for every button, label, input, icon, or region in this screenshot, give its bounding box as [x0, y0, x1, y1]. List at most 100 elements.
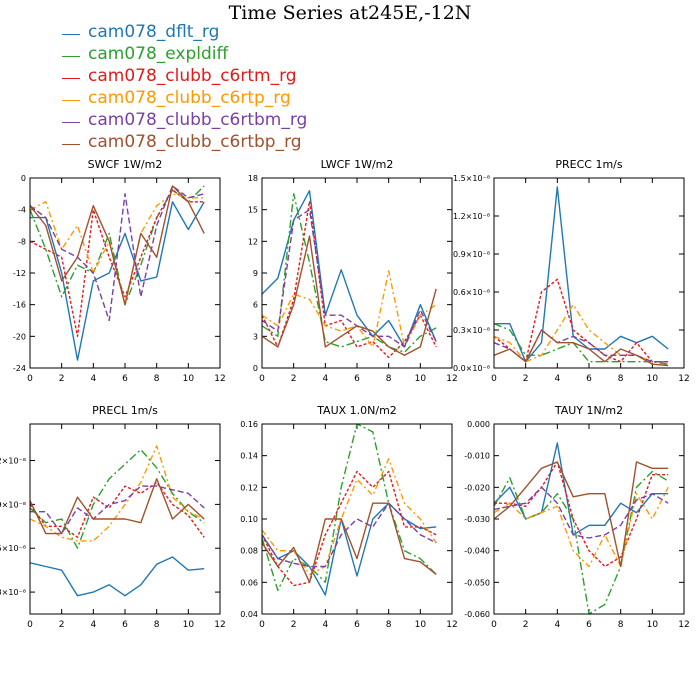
- y-tick-label: 1.5×10⁻⁸: [453, 174, 490, 183]
- series-line: [261, 189, 437, 348]
- series-line: [261, 423, 437, 591]
- x-tick-label: 8: [154, 374, 160, 384]
- x-tick-label: 0: [491, 620, 497, 630]
- series-line: [29, 185, 205, 306]
- x-tick-label: 10: [647, 620, 659, 630]
- x-tick-label: 6: [586, 620, 592, 630]
- x-tick-label: 2: [59, 374, 65, 384]
- x-tick-label: 0: [27, 620, 33, 630]
- legend-label: cam078_clubb_c6rtbm_rg: [88, 110, 308, 130]
- x-tick-label: 4: [554, 620, 560, 630]
- x-tick-label: 8: [154, 620, 160, 630]
- y-tick-label: -4: [18, 206, 26, 215]
- series-line: [493, 442, 669, 536]
- series-line: [261, 502, 437, 568]
- y-tick-label: -0.040: [464, 547, 490, 556]
- y-tick-label: 0.04: [240, 610, 258, 619]
- y-tick-label: 0.000: [467, 420, 490, 429]
- y-tick-label: -0.030: [464, 515, 490, 524]
- x-tick-label: 12: [446, 374, 457, 384]
- series-line: [261, 458, 437, 576]
- series-line: [30, 485, 205, 535]
- x-tick-label: 8: [618, 374, 624, 384]
- y-tick-label: -0.060: [464, 610, 490, 619]
- series-line: [494, 461, 669, 568]
- y-tick-label: 0.16: [240, 420, 258, 429]
- plot-frame: [261, 177, 453, 369]
- legend-label: cam078_dflt_rg: [88, 22, 220, 42]
- y-tick-label: 0.0×10⁻⁸: [453, 364, 490, 373]
- y-tick-label: 15: [248, 206, 258, 215]
- y-tick-label: 3×10⁻⁸: [0, 588, 26, 597]
- x-tick-label: 12: [678, 374, 689, 384]
- series-line: [493, 304, 669, 363]
- y-tick-label: 9×10⁻⁸: [0, 500, 26, 509]
- series-line: [493, 486, 669, 539]
- legend-swatch: [62, 144, 80, 145]
- panel-title: PRECL 1m/s: [92, 404, 158, 417]
- x-tick-label: 2: [59, 620, 65, 630]
- y-tick-label: -20: [13, 332, 26, 341]
- y-tick-label: -24: [13, 364, 26, 373]
- plot-frame: [29, 423, 221, 615]
- x-tick-label: 2: [291, 374, 297, 384]
- y-tick-label: 0.08: [240, 547, 258, 556]
- x-tick-label: 8: [386, 374, 392, 384]
- y-tick-label: 9: [253, 269, 258, 278]
- series-line: [29, 448, 205, 549]
- y-tick-label: 0.14: [240, 452, 258, 461]
- series-line: [261, 208, 437, 348]
- x-tick-label: 6: [122, 374, 128, 384]
- series-line: [29, 478, 205, 535]
- x-tick-label: 10: [415, 374, 427, 384]
- y-tick-label: -12: [13, 269, 26, 278]
- x-tick-label: 6: [122, 620, 128, 630]
- y-tick-label: -0.050: [464, 578, 490, 587]
- series-line: [29, 556, 205, 597]
- x-tick-label: 4: [322, 374, 328, 384]
- x-tick-label: 2: [523, 374, 529, 384]
- series-line: [29, 481, 205, 538]
- panel-title: PRECC 1m/s: [555, 158, 623, 171]
- x-tick-label: 4: [90, 374, 96, 384]
- series-line: [261, 470, 437, 587]
- panel-title: LWCF 1W/m2: [321, 158, 394, 171]
- x-tick-label: 12: [214, 620, 225, 630]
- series-line: [494, 186, 669, 363]
- x-tick-label: 12: [446, 620, 457, 630]
- x-tick-label: 0: [27, 374, 33, 384]
- x-tick-label: 2: [291, 620, 297, 630]
- x-tick-label: 10: [647, 374, 659, 384]
- y-tick-label: 6: [253, 301, 258, 310]
- series-line: [29, 445, 205, 542]
- plot-frame: [493, 423, 685, 615]
- y-tick-label: -0.020: [464, 483, 490, 492]
- series-line: [261, 200, 437, 359]
- x-tick-label: 8: [386, 620, 392, 630]
- y-tick-label: 0.10: [240, 515, 258, 524]
- legend-swatch: [62, 78, 80, 79]
- x-tick-label: 0: [491, 374, 497, 384]
- x-tick-label: 0: [259, 620, 265, 630]
- y-tick-label: 5×10⁻⁸: [0, 544, 26, 553]
- series-line: [261, 193, 437, 353]
- figure-title: Time Series at245E,-12N: [228, 2, 472, 24]
- series-line: [29, 185, 205, 306]
- legend-swatch: [62, 100, 80, 101]
- series-line: [29, 189, 205, 337]
- y-tick-label: 1.2×10⁻⁸: [453, 212, 490, 221]
- x-tick-label: 10: [183, 620, 195, 630]
- legend-swatch: [62, 122, 80, 123]
- x-tick-label: 12: [678, 620, 689, 630]
- legend-label: cam078_clubb_c6rtp_rg: [88, 88, 291, 108]
- panel-title: TAUX 1.0N/m2: [316, 404, 397, 417]
- legend-label: cam078_expldiff: [88, 44, 229, 64]
- panel-title: SWCF 1W/m2: [88, 158, 163, 171]
- x-tick-label: 12: [214, 374, 225, 384]
- y-tick-label: 3: [253, 332, 258, 341]
- series-line: [261, 235, 437, 356]
- y-tick-label: -16: [13, 301, 26, 310]
- x-tick-label: 6: [354, 620, 360, 630]
- x-tick-label: 2: [523, 620, 529, 630]
- legend-swatch: [62, 34, 80, 35]
